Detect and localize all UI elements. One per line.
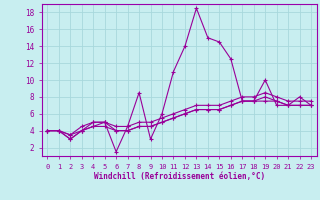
X-axis label: Windchill (Refroidissement éolien,°C): Windchill (Refroidissement éolien,°C) xyxy=(94,172,265,181)
